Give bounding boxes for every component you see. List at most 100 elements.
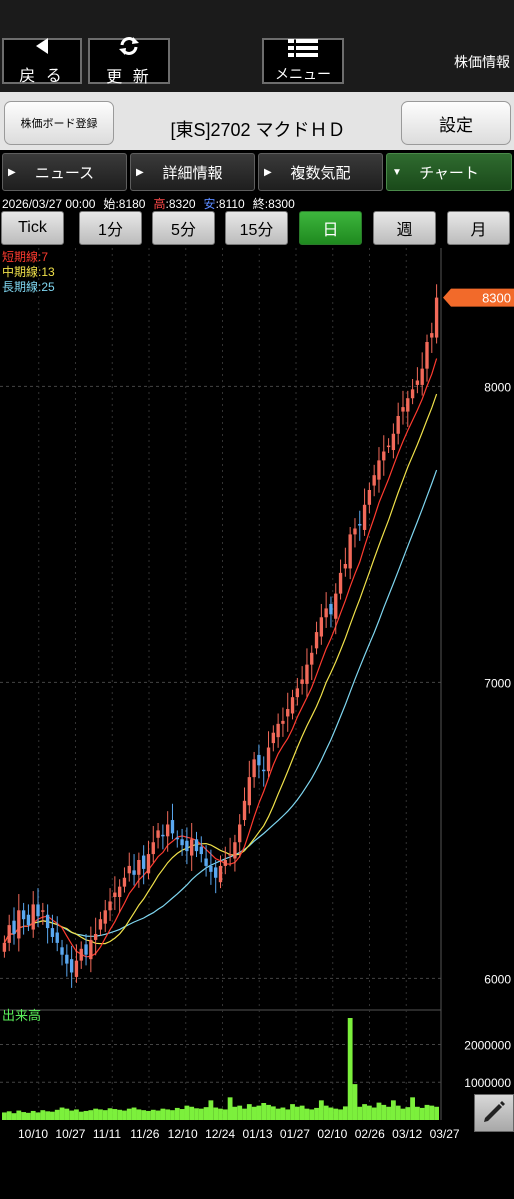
volume-bar-2 (11, 1113, 17, 1120)
ma-mid-line (3, 393, 438, 945)
volume-bar-84 (405, 1107, 411, 1120)
back-button[interactable]: 戻 る (2, 37, 82, 85)
volume-bar-75 (362, 1104, 367, 1120)
volume-bar-36 (174, 1107, 180, 1120)
candle-body-77 (372, 475, 376, 486)
candle-body-9 (45, 914, 50, 929)
candle-body-54 (262, 769, 266, 772)
legend-ma-short: 短期線:7 (2, 250, 49, 264)
candle-body-74 (358, 524, 362, 526)
refresh-label: 更 新 (106, 68, 152, 86)
candle-body-2 (12, 920, 16, 934)
candle-body-88 (425, 342, 429, 369)
tab-news[interactable]: ▶ ニュース (2, 153, 127, 191)
volume-bar-32 (155, 1110, 161, 1120)
edit-drawing-button[interactable] (474, 1094, 514, 1132)
volume-bar-51 (246, 1104, 252, 1120)
volume-bar-83 (400, 1108, 406, 1120)
candle-body-18 (89, 939, 93, 960)
back-label: 戻 る (19, 67, 65, 85)
candle-body-13 (65, 954, 69, 964)
date-tick-label-1: 10/27 (55, 1127, 85, 1141)
period-tick[interactable]: Tick (1, 211, 64, 245)
volume-bar-28 (136, 1109, 142, 1120)
volume-bar-37 (179, 1109, 185, 1120)
volume-bar-47 (227, 1097, 233, 1120)
volume-tick-label-0: 1000000 (464, 1076, 511, 1090)
volume-bar-38 (184, 1105, 190, 1120)
tab-chart[interactable]: ▼ チャート (386, 153, 512, 191)
volume-bar-73 (352, 1084, 358, 1120)
candle-body-87 (420, 368, 424, 385)
tab-details[interactable]: ▶ 詳細情報 (130, 153, 255, 191)
period-15min[interactable]: 15分 (225, 211, 288, 245)
period-day[interactable]: 日 (299, 211, 362, 245)
volume-bar-48 (232, 1106, 238, 1120)
candle-body-35 (170, 820, 175, 834)
play-icon: ▶ (8, 166, 16, 178)
candle-body-61 (295, 688, 300, 698)
volume-bar-67 (323, 1105, 329, 1120)
candle-body-78 (377, 460, 381, 480)
volume-bar-18 (88, 1110, 94, 1120)
period-5min[interactable]: 5分 (152, 211, 215, 245)
candle-body-90 (434, 297, 439, 338)
volume-bar-39 (189, 1106, 195, 1120)
candle-body-83 (401, 407, 405, 412)
volume-bar-34 (165, 1109, 171, 1120)
volume-bar-45 (218, 1108, 223, 1120)
candle-body-76 (367, 490, 372, 505)
period-1min[interactable]: 1分 (79, 211, 142, 245)
volume-bar-14 (69, 1110, 75, 1120)
volume-bar-35 (170, 1110, 175, 1120)
candle-body-50 (242, 800, 247, 821)
candle-body-43 (209, 865, 213, 872)
candle-body-82 (396, 416, 400, 434)
candle-body-39 (190, 839, 194, 856)
date-tick-label-7: 01/27 (280, 1127, 310, 1141)
tab-order-book[interactable]: ▶ 複数気配 (258, 153, 383, 191)
candle-body-86 (415, 380, 420, 385)
volume-bar-86 (414, 1106, 420, 1120)
volume-bar-72 (347, 1018, 353, 1120)
chevron-down-icon: ▼ (392, 166, 402, 178)
tab-order-book-label: 複数気配 (290, 164, 351, 182)
refresh-button[interactable]: 更 新 (88, 36, 170, 86)
candle-body-19 (93, 934, 98, 940)
settings-button[interactable]: 設定 (401, 101, 511, 145)
menu-button[interactable]: メニュー (262, 38, 344, 84)
volume-bar-57 (275, 1108, 281, 1120)
candle-body-67 (324, 608, 328, 618)
candle-body-45 (218, 865, 223, 883)
date-tick-label-8: 02/10 (317, 1127, 347, 1141)
period-month[interactable]: 月 (447, 211, 510, 245)
period-week[interactable]: 週 (373, 211, 436, 245)
candle-body-11 (55, 932, 59, 943)
candle-body-84 (406, 398, 410, 412)
candle-body-52 (252, 759, 256, 778)
candle-body-57 (276, 723, 280, 738)
candle-body-59 (286, 709, 290, 717)
candle-body-26 (127, 865, 131, 874)
high-label: 高 (153, 197, 166, 211)
register-board-button[interactable]: 株価ボード登録 (4, 101, 114, 145)
candle-body-85 (410, 389, 415, 399)
price-tag-value: 8300 (482, 291, 511, 306)
candle-body-62 (300, 679, 304, 684)
volume-bar-62 (299, 1105, 305, 1120)
volume-bar-8 (40, 1110, 46, 1120)
candles (2, 284, 439, 988)
volume-title: 出来高 (2, 1008, 41, 1023)
refresh-icon (118, 36, 140, 61)
candle-body-25 (122, 877, 127, 887)
volume-bar-41 (198, 1108, 204, 1120)
candle-body-29 (141, 855, 146, 869)
candle-body-30 (146, 854, 151, 874)
candle-body-31 (151, 842, 155, 855)
candle-body-44 (214, 867, 218, 878)
play-icon: ▶ (136, 166, 144, 178)
price-chart[interactable]: 6000 7000 8000 1000000 2000000 10/10 10/27 11/… (0, 248, 514, 1148)
candle-body-23 (113, 892, 117, 897)
candle-body-46 (223, 860, 227, 866)
candle-body-64 (310, 652, 314, 665)
